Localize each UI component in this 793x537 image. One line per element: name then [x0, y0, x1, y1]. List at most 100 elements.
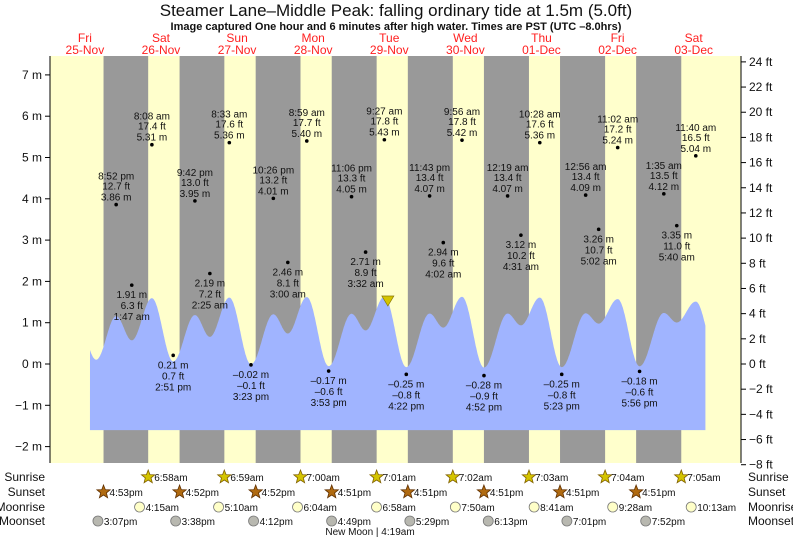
- moonset-time: 4:49pm: [338, 517, 371, 528]
- extreme-label: 3:00 am: [270, 289, 306, 300]
- extreme-label: 16.5 ft: [682, 133, 710, 144]
- extreme-label: 1.91 m: [116, 290, 147, 301]
- moonset-icon: [561, 515, 573, 527]
- moonset-time: 3:07pm: [104, 517, 137, 528]
- extreme-label: 10.2 ft: [507, 251, 535, 262]
- moonset-icon: [326, 515, 338, 527]
- extreme-dot: [227, 140, 232, 145]
- tide-extreme-low: 1.91 m6.3 ft1:47 am: [114, 283, 150, 323]
- sunrise-icon: [597, 468, 613, 484]
- extreme-dot: [129, 283, 134, 287]
- tide-extreme-low: –0.18 m–0.6 ft5:56 pm: [621, 369, 658, 409]
- extreme-label: 3:53 pm: [311, 398, 347, 409]
- right-tick-label: −6 ft: [749, 433, 773, 447]
- tide-extreme-low: 2.71 m8.9 ft3:32 am: [348, 250, 384, 290]
- moonrise-time: 7:50am: [461, 503, 494, 514]
- extreme-label: 13.3 ft: [338, 174, 366, 185]
- moonrise-row-label-right: Moonrise: [748, 500, 793, 514]
- extreme-dot: [441, 240, 446, 245]
- extreme-label: 17.2 ft: [604, 125, 632, 136]
- right-tick-label: 6 ft: [749, 281, 766, 295]
- sunset-time: 4:53pm: [110, 488, 143, 499]
- sunset-icon: [247, 483, 264, 499]
- extreme-label: 5.04 m: [681, 144, 712, 155]
- day-date: 02-Dec: [598, 43, 637, 57]
- sunrise-icon: [673, 468, 689, 484]
- extreme-label: –0.28 m: [466, 381, 502, 392]
- extreme-label: 5:40 am: [659, 253, 695, 264]
- moonset-icon: [170, 515, 182, 527]
- extreme-label: 10.7 ft: [585, 245, 613, 256]
- extreme-label: 4:22 pm: [388, 401, 424, 412]
- extreme-label: –0.02 m: [233, 370, 269, 381]
- moonset-time: 6:13pm: [494, 517, 527, 528]
- tide-extreme-low: 3.12 m10.2 ft4:31 am: [503, 233, 539, 273]
- extreme-label: 8:08 am: [134, 112, 170, 123]
- sunrise-row-label-right: Sunrise: [748, 470, 789, 484]
- sunset-icon: [95, 483, 112, 499]
- day-of-week: Fri: [78, 31, 92, 45]
- extreme-dot: [304, 139, 309, 143]
- right-tick-label: −4 ft: [749, 407, 773, 421]
- extreme-label: 17.6 ft: [215, 120, 243, 131]
- day-of-week: Sat: [152, 31, 171, 45]
- extreme-label: 3.95 m: [180, 189, 211, 200]
- moonrise-icon: [213, 501, 224, 513]
- tide-extreme-low: –0.28 m–0.9 ft4:52 pm: [466, 373, 502, 414]
- extreme-dot: [674, 223, 679, 228]
- sunset-icon: [324, 483, 340, 499]
- sunset-icon: [171, 483, 188, 499]
- moonrise-time: 6:04am: [304, 503, 337, 514]
- extreme-dot: [171, 353, 175, 358]
- extreme-dot: [537, 140, 542, 145]
- sunset-time: 4:51pm: [566, 488, 599, 499]
- extreme-label: 12:19 am: [487, 163, 529, 174]
- extreme-label: 6.3 ft: [121, 301, 143, 312]
- left-tick-label: 5 m: [22, 151, 42, 165]
- right-tick-label: −2 ft: [749, 382, 773, 396]
- extreme-label: 9:27 am: [366, 107, 402, 118]
- chart-title: Steamer Lane–Middle Peak: falling ordina…: [160, 1, 632, 20]
- extreme-label: 5.42 m: [447, 128, 478, 139]
- extreme-label: 2.71 m: [350, 257, 381, 268]
- right-tick-label: 0 ft: [749, 357, 766, 371]
- extreme-dot: [114, 202, 118, 207]
- left-tick-label: 6 m: [22, 109, 42, 123]
- right-tick-label: 22 ft: [749, 80, 773, 94]
- extreme-label: 17.8 ft: [370, 117, 398, 128]
- right-tick-label: −8 ft: [749, 458, 773, 472]
- moonset-time: 5:29pm: [416, 517, 449, 528]
- extreme-label: 3.12 m: [506, 240, 537, 251]
- day-date: 28-Nov: [294, 43, 333, 57]
- sunset-time: 4:52pm: [186, 488, 219, 499]
- moonset-time: 7:52pm: [652, 517, 685, 528]
- extreme-label: 2:25 am: [192, 301, 228, 312]
- extreme-label: 13.0 ft: [181, 178, 209, 189]
- right-tick-label: 2 ft: [749, 332, 766, 346]
- extreme-label: 1:47 am: [114, 312, 150, 323]
- sunrise-time: 7:03am: [535, 473, 568, 484]
- extreme-label: 8:33 am: [211, 110, 247, 121]
- extreme-label: 8:59 am: [289, 108, 325, 119]
- extreme-label: 4:31 am: [503, 262, 539, 273]
- right-tick-label: 14 ft: [749, 181, 773, 195]
- extreme-dot: [427, 194, 432, 198]
- extreme-label: 3:32 am: [348, 279, 384, 290]
- extreme-label: 13.5 ft: [650, 171, 678, 182]
- current-tide-marker: [381, 295, 395, 307]
- day-of-week: Sun: [226, 31, 247, 45]
- extreme-dot: [349, 194, 354, 199]
- sunrise-icon: [368, 468, 385, 484]
- extreme-label: 5.36 m: [214, 131, 245, 142]
- day-date: 30-Nov: [446, 43, 485, 57]
- extreme-dot: [363, 250, 368, 254]
- moonset-icon: [482, 515, 494, 527]
- moonrise-icon: [528, 501, 540, 513]
- right-tick-label: 10 ft: [749, 231, 773, 245]
- extreme-dot: [482, 373, 486, 378]
- sunrise-time: 7:00am: [306, 473, 339, 484]
